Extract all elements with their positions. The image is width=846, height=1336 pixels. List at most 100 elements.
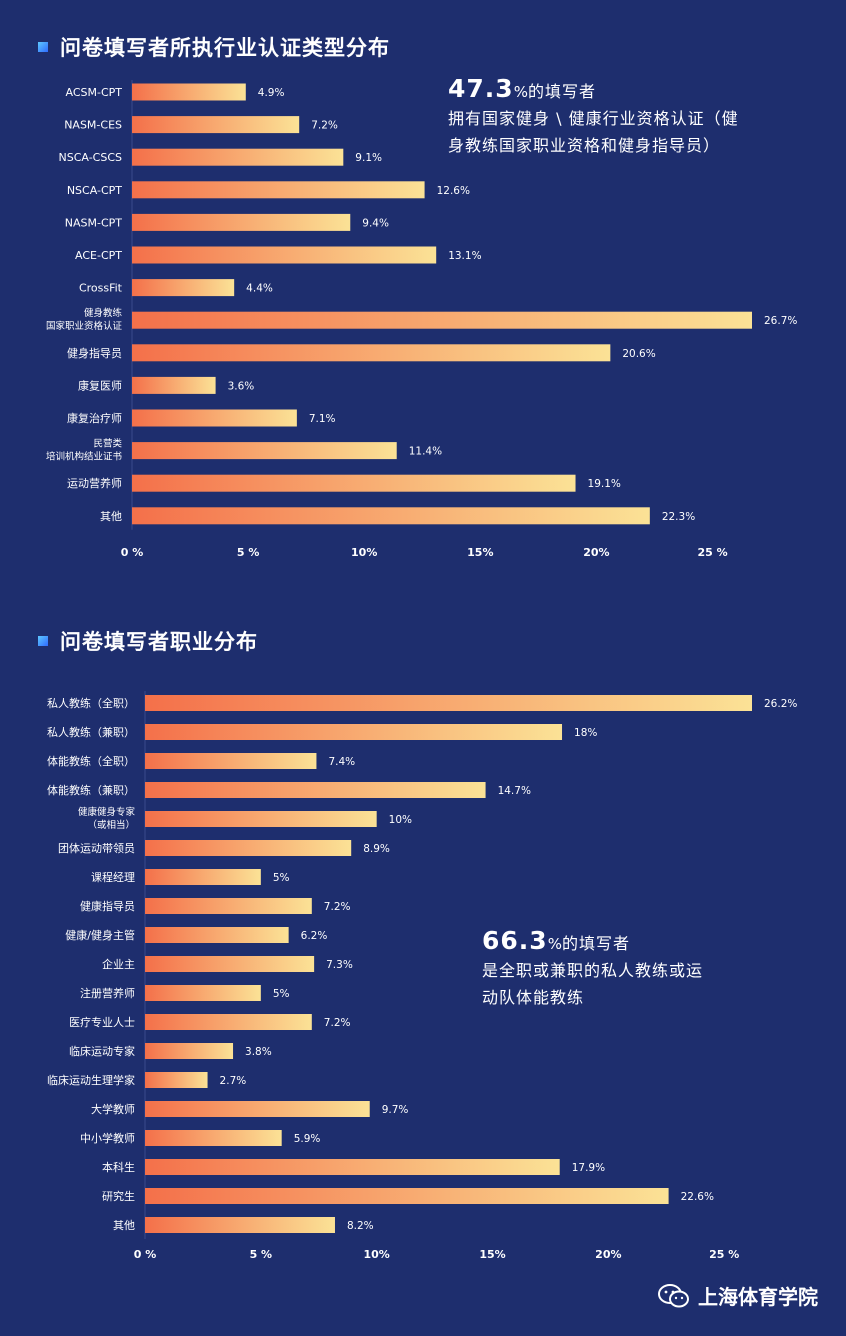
bar (132, 148, 344, 166)
value-label: 7.1% (309, 413, 336, 425)
value-label: 19.1% (588, 478, 621, 490)
bar (145, 1014, 312, 1030)
category-label: 其他 (100, 510, 122, 523)
x-tick-label: 25 % (697, 546, 727, 559)
x-tick-label: 5 % (250, 1248, 273, 1261)
category-label: 体能教练（兼职） (47, 783, 135, 797)
category-label: 康复治疗师 (67, 411, 122, 425)
category-label: 国家职业资格认证 (46, 320, 123, 332)
bar (145, 724, 563, 740)
category-label: 临床运动专家 (69, 1044, 135, 1058)
value-label: 10% (389, 814, 412, 826)
category-label: 本科生 (102, 1160, 135, 1174)
annotation1-line-2: 身教练国家职业资格和健身指导员） (448, 136, 721, 155)
category-label: 民营类 (93, 438, 122, 450)
category-label: 健康/健身主管 (65, 928, 135, 942)
value-label: 22.6% (681, 1191, 714, 1203)
x-tick-label: 20% (583, 546, 609, 559)
value-label: 5.9% (294, 1133, 321, 1145)
bar (145, 1101, 370, 1117)
bar (145, 1130, 282, 1146)
annotation2-percent: % (547, 935, 562, 953)
bar (145, 1159, 560, 1175)
value-label: 17.9% (572, 1162, 605, 1174)
x-tick-label: 15% (467, 546, 493, 559)
wechat-icon (658, 1283, 689, 1307)
category-label: 培训机构结业证书 (46, 451, 123, 463)
value-label: 11.4% (409, 446, 442, 458)
bar (145, 695, 752, 711)
value-label: 8.9% (363, 843, 390, 855)
bar (145, 956, 315, 972)
value-label: 3.6% (228, 380, 255, 392)
bar (145, 1217, 335, 1233)
value-label: 9.4% (362, 217, 389, 229)
category-label: 课程经理 (91, 871, 135, 884)
x-tick-label: 20% (595, 1248, 621, 1261)
annotation1-big-number: 47.3 (448, 74, 514, 103)
section1-annotation: 47.3%的填写者 拥有国家健身 \ 健康行业资格认证（健 身教练国家职业资格和… (448, 74, 739, 159)
value-label: 7.2% (324, 901, 351, 913)
bar (132, 246, 437, 264)
value-label: 14.7% (498, 785, 531, 797)
bar (145, 1043, 234, 1059)
x-tick-label: 10% (364, 1248, 390, 1261)
bar (132, 213, 351, 231)
bar (132, 442, 397, 460)
certification-bar-chart: ACSM-CPT 4.9% NASM-CES 7.2% NSCA-CSCS 9.1% NSC… (46, 80, 797, 559)
value-label: 13.1% (448, 250, 481, 262)
value-label: 5% (273, 988, 290, 1000)
value-label: 8.2% (347, 1220, 374, 1232)
value-label: 7.3% (326, 959, 353, 971)
annotation2-line-2: 动队体能教练 (482, 988, 585, 1007)
occupation-bar-chart: 私人教练（全职） 26.2% 私人教练（兼职） 18% 体能教练（全职） 7.4% 体能教练… (47, 691, 797, 1261)
category-label: 医疗专业人士 (69, 1015, 135, 1029)
value-label: 4.9% (258, 87, 285, 99)
square-bullet-icon (38, 42, 48, 52)
category-label: NASM-CES (64, 119, 122, 132)
bar (132, 507, 650, 525)
bar (132, 344, 611, 362)
annotation1-suffix: 的填写者 (527, 82, 596, 101)
bar (132, 474, 576, 492)
value-label: 9.1% (355, 152, 382, 164)
watermark-text: 上海体育学院 (698, 1285, 818, 1309)
bar (145, 985, 261, 1001)
value-label: 6.2% (301, 930, 328, 942)
value-label: 4.4% (246, 283, 273, 295)
category-label: 健康健身专家 (78, 806, 136, 818)
x-tick-label: 25 % (709, 1248, 739, 1261)
bar (145, 869, 261, 885)
annotation2-big-number: 66.3 (482, 926, 548, 955)
value-label: 18% (574, 727, 597, 739)
bar (132, 116, 300, 134)
value-label: 7.2% (324, 1017, 351, 1029)
value-label: 2.7% (220, 1075, 247, 1087)
category-label: 其他 (113, 1219, 135, 1232)
section2-header: 问卷填写者职业分布 (38, 626, 258, 656)
category-label: 企业主 (102, 957, 135, 971)
category-label: ACSM-CPT (66, 86, 123, 99)
bar (132, 279, 235, 297)
bar (132, 311, 752, 329)
bar (132, 181, 425, 199)
category-label: 大学教师 (91, 1102, 135, 1116)
category-label: 健身教练 (84, 307, 123, 319)
bar (145, 1072, 208, 1088)
value-label: 26.2% (764, 698, 797, 710)
category-label: 运动营养师 (67, 476, 122, 490)
category-label: 注册营养师 (80, 986, 135, 1000)
value-label: 5% (273, 872, 290, 884)
watermark: 上海体育学院 (658, 1281, 818, 1310)
value-label: 3.8% (245, 1046, 272, 1058)
annotation2-line-1: 是全职或兼职的私人教练或运 (482, 961, 704, 980)
category-label: 中小学教师 (80, 1131, 135, 1145)
value-label: 22.3% (662, 511, 695, 523)
category-label: 私人教练（全职） (47, 696, 135, 710)
category-label: 体能教练（全职） (47, 754, 135, 768)
value-label: 7.4% (328, 756, 355, 768)
value-label: 9.7% (382, 1104, 409, 1116)
bar (145, 927, 289, 943)
x-tick-label: 10% (351, 546, 377, 559)
category-label: CrossFit (79, 282, 123, 295)
